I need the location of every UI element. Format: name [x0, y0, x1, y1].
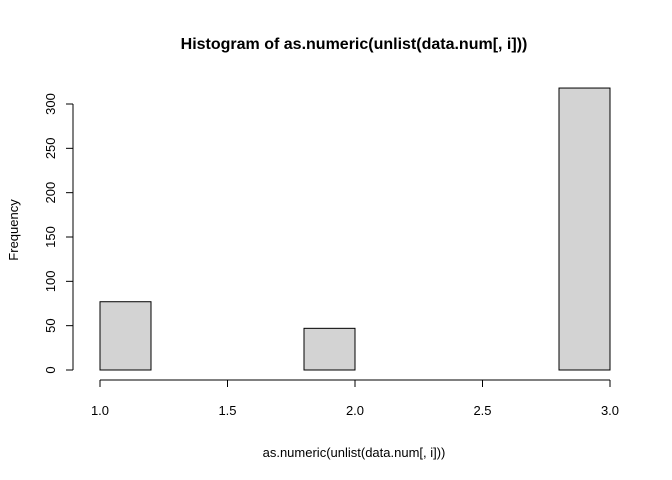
histogram-bar	[99, 301, 152, 371]
y-axis-label: Frequency	[6, 199, 21, 261]
y-axis: 0 50 100 150 200 250 300	[43, 93, 74, 374]
histogram-bar	[558, 87, 611, 371]
x-axis: 1.0 1.5 2.0 2.5 3.0	[91, 379, 619, 418]
x-tick-label: 1.5	[218, 403, 236, 418]
histogram-bar	[303, 327, 356, 371]
x-tick-label: 2.0	[346, 403, 364, 418]
chart-title: Histogram of as.numeric(unlist(data.num[…	[181, 36, 528, 53]
x-tick-label: 2.5	[473, 403, 491, 418]
x-tick-label: 1.0	[91, 403, 109, 418]
y-tick-label: 300	[43, 93, 58, 115]
bars-layer	[99, 87, 611, 371]
y-tick-label: 150	[43, 226, 58, 248]
y-tick-label: 0	[43, 366, 58, 373]
y-tick-label: 200	[43, 182, 58, 204]
y-tick-label: 50	[43, 318, 58, 332]
x-axis-label: as.numeric(unlist(data.num[, i]))	[263, 445, 446, 460]
x-tick-label: 3.0	[601, 403, 619, 418]
y-tick-label: 100	[43, 270, 58, 292]
y-tick-label: 250	[43, 137, 58, 159]
